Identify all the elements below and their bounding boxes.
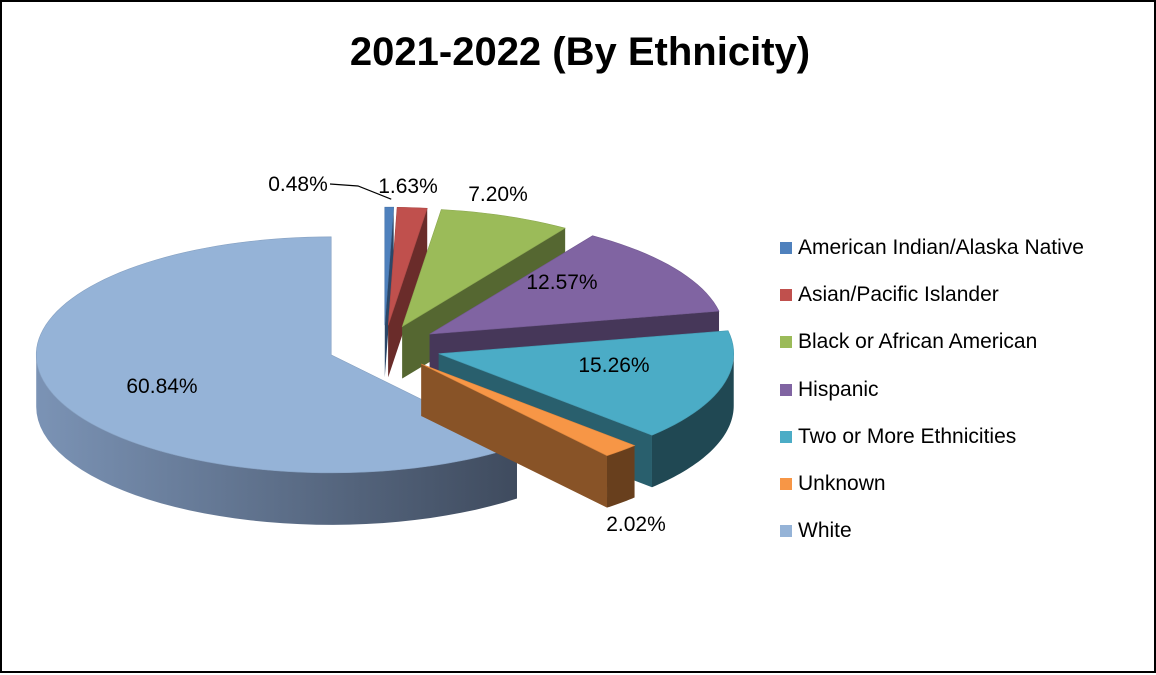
legend-label: Hispanic bbox=[798, 377, 879, 401]
legend-item-1: American Indian/Alaska Native bbox=[780, 224, 1084, 271]
pie-slice-2 bbox=[387, 206, 428, 378]
legend-label: Unknown bbox=[798, 472, 886, 496]
data-label-6: 2.02% bbox=[606, 513, 666, 536]
data-label-5: 15.26% bbox=[578, 354, 649, 377]
legend-item-6: Unknown bbox=[780, 460, 1084, 507]
legend-label: Two or More Ethnicities bbox=[798, 424, 1017, 448]
legend-item-5: Two or More Ethnicities bbox=[780, 413, 1084, 460]
data-label-2: 1.63% bbox=[378, 175, 438, 198]
legend-label: Black or African American bbox=[798, 330, 1038, 354]
legend-item-2: Asian/Pacific Islander bbox=[780, 271, 1084, 318]
legend-label: American Indian/Alaska Native bbox=[798, 235, 1084, 259]
leader-line bbox=[329, 183, 392, 200]
legend-swatch bbox=[780, 430, 792, 443]
legend-item-4: Hispanic bbox=[780, 366, 1084, 413]
chart-title: 2021-2022 (By Ethnicity) bbox=[349, 30, 811, 74]
data-label-7: 60.84% bbox=[126, 375, 197, 398]
legend-swatch bbox=[780, 383, 792, 396]
pie-slice-7 bbox=[35, 236, 518, 525]
legend-swatch bbox=[780, 478, 792, 491]
data-label-1: 0.48% bbox=[268, 173, 328, 196]
legend-item-7: White bbox=[780, 508, 1084, 555]
legend-swatch bbox=[780, 525, 792, 538]
pie-slice-1 bbox=[384, 206, 395, 378]
data-label-3: 7.20% bbox=[468, 183, 528, 206]
pie-slice-6 bbox=[421, 363, 636, 508]
legend-label: White bbox=[798, 519, 852, 543]
data-label-4: 12.57% bbox=[526, 271, 597, 294]
legend-item-3: Black or African American bbox=[780, 319, 1084, 366]
legend-label: Asian/Pacific Islander bbox=[798, 282, 999, 306]
legend-swatch bbox=[780, 336, 792, 349]
legend-swatch bbox=[780, 241, 792, 254]
legend-swatch bbox=[780, 288, 792, 301]
legend: American Indian/Alaska Native Asian/Pacif… bbox=[780, 224, 1084, 555]
